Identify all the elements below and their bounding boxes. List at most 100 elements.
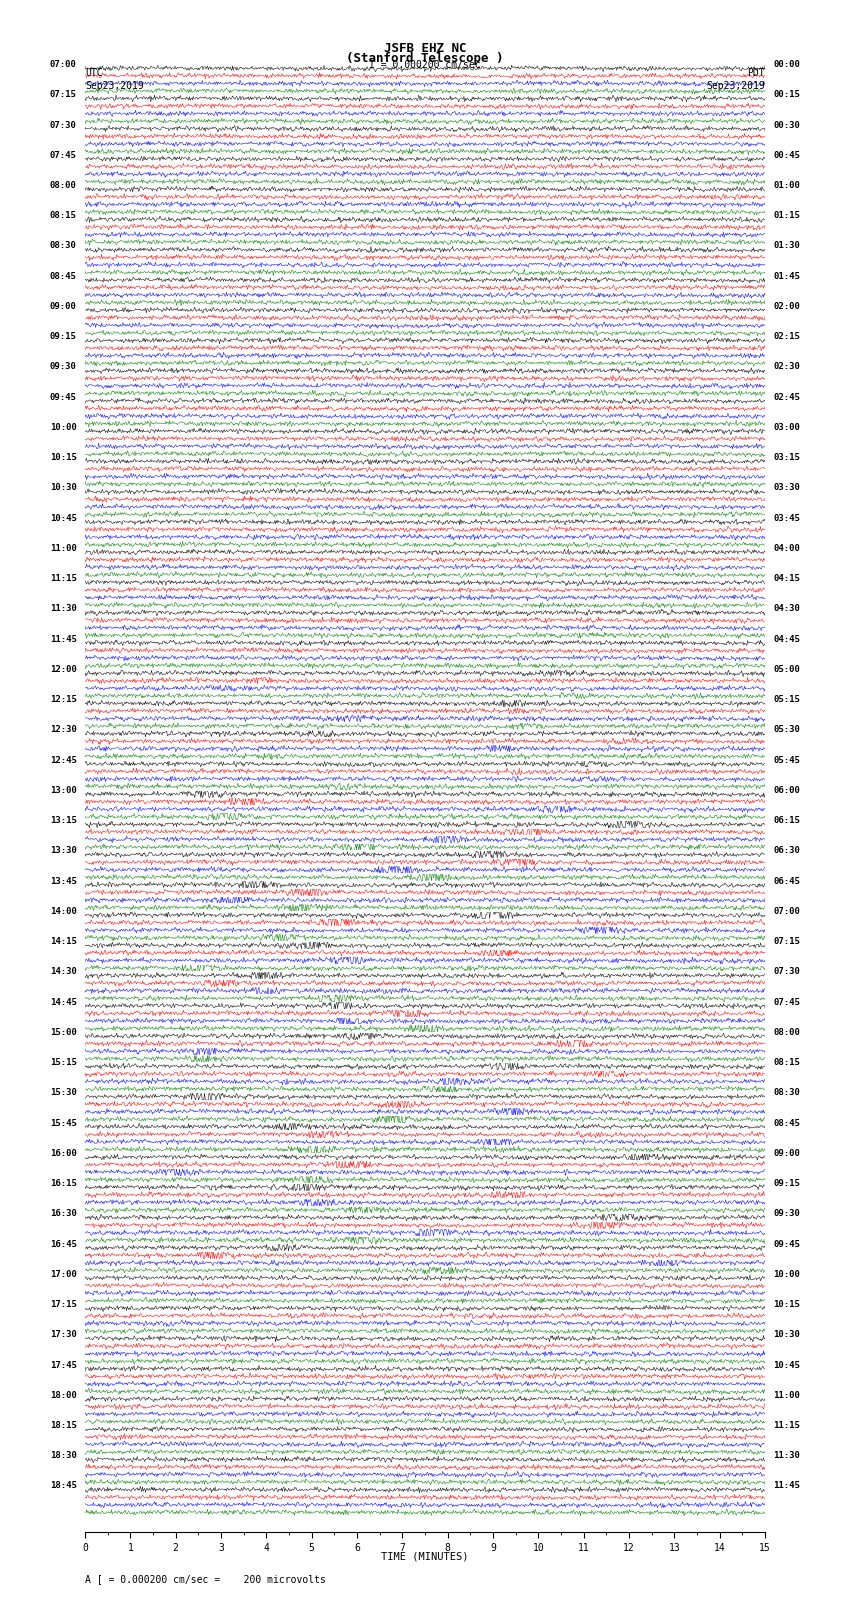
Text: 18:00: 18:00 xyxy=(49,1390,76,1400)
Text: 13:30: 13:30 xyxy=(49,847,76,855)
Text: 09:30: 09:30 xyxy=(49,363,76,371)
Text: 03:15: 03:15 xyxy=(774,453,801,463)
Text: 10:45: 10:45 xyxy=(774,1360,801,1369)
Text: 12:00: 12:00 xyxy=(49,665,76,674)
Text: 09:45: 09:45 xyxy=(49,392,76,402)
Text: 14:00: 14:00 xyxy=(49,907,76,916)
Text: 01:00: 01:00 xyxy=(774,181,801,190)
Text: 11:15: 11:15 xyxy=(49,574,76,584)
Text: 11:45: 11:45 xyxy=(49,634,76,644)
Text: 14:30: 14:30 xyxy=(49,968,76,976)
Text: 02:15: 02:15 xyxy=(774,332,801,342)
Text: 11:00: 11:00 xyxy=(49,544,76,553)
Text: 02:00: 02:00 xyxy=(774,302,801,311)
Text: 08:45: 08:45 xyxy=(774,1118,801,1127)
Text: 17:00: 17:00 xyxy=(49,1269,76,1279)
Text: 17:15: 17:15 xyxy=(49,1300,76,1310)
Text: 14:45: 14:45 xyxy=(49,997,76,1007)
Text: 15:00: 15:00 xyxy=(49,1027,76,1037)
Text: 07:00: 07:00 xyxy=(774,907,801,916)
Text: UTC
Sep23,2019: UTC Sep23,2019 xyxy=(85,68,144,90)
Text: 07:00: 07:00 xyxy=(49,60,76,69)
Text: 01:15: 01:15 xyxy=(774,211,801,221)
Text: 09:00: 09:00 xyxy=(774,1148,801,1158)
Text: 10:30: 10:30 xyxy=(774,1331,801,1339)
Text: 00:15: 00:15 xyxy=(774,90,801,100)
Text: 09:30: 09:30 xyxy=(774,1210,801,1218)
Text: 00:45: 00:45 xyxy=(774,150,801,160)
Text: 03:00: 03:00 xyxy=(774,423,801,432)
Text: I = 0.000200 cm/sec: I = 0.000200 cm/sec xyxy=(369,60,481,69)
Text: 08:30: 08:30 xyxy=(774,1089,801,1097)
Text: 05:15: 05:15 xyxy=(774,695,801,705)
Text: 16:00: 16:00 xyxy=(49,1148,76,1158)
Text: 13:00: 13:00 xyxy=(49,786,76,795)
Text: 16:30: 16:30 xyxy=(49,1210,76,1218)
Text: 17:30: 17:30 xyxy=(49,1331,76,1339)
Text: 09:15: 09:15 xyxy=(49,332,76,342)
Text: 08:00: 08:00 xyxy=(774,1027,801,1037)
Text: 09:45: 09:45 xyxy=(774,1239,801,1248)
Text: 06:45: 06:45 xyxy=(774,876,801,886)
Text: 16:45: 16:45 xyxy=(49,1239,76,1248)
Text: 11:00: 11:00 xyxy=(774,1390,801,1400)
Text: 08:00: 08:00 xyxy=(49,181,76,190)
Text: 04:15: 04:15 xyxy=(774,574,801,584)
Text: 01:45: 01:45 xyxy=(774,271,801,281)
Text: 10:00: 10:00 xyxy=(774,1269,801,1279)
Text: 18:45: 18:45 xyxy=(49,1481,76,1490)
Text: 18:30: 18:30 xyxy=(49,1452,76,1460)
Text: 11:15: 11:15 xyxy=(774,1421,801,1431)
Text: 09:00: 09:00 xyxy=(49,302,76,311)
Text: A [ = 0.000200 cm/sec =    200 microvolts: A [ = 0.000200 cm/sec = 200 microvolts xyxy=(85,1574,326,1584)
Text: 03:30: 03:30 xyxy=(774,484,801,492)
Text: 12:30: 12:30 xyxy=(49,726,76,734)
Text: JSFB EHZ NC: JSFB EHZ NC xyxy=(383,42,467,55)
Text: 11:45: 11:45 xyxy=(774,1481,801,1490)
Text: 10:15: 10:15 xyxy=(774,1300,801,1310)
Text: 15:45: 15:45 xyxy=(49,1118,76,1127)
Text: (Stanford Telescope ): (Stanford Telescope ) xyxy=(346,52,504,65)
Text: 08:15: 08:15 xyxy=(49,211,76,221)
Text: 07:15: 07:15 xyxy=(49,90,76,100)
Text: 17:45: 17:45 xyxy=(49,1360,76,1369)
Text: 05:00: 05:00 xyxy=(774,665,801,674)
Text: 05:30: 05:30 xyxy=(774,726,801,734)
Text: 07:45: 07:45 xyxy=(49,150,76,160)
Text: 04:30: 04:30 xyxy=(774,605,801,613)
Text: 03:45: 03:45 xyxy=(774,513,801,523)
Text: 08:30: 08:30 xyxy=(49,242,76,250)
Text: 10:45: 10:45 xyxy=(49,513,76,523)
Text: 13:45: 13:45 xyxy=(49,876,76,886)
Text: 06:15: 06:15 xyxy=(774,816,801,826)
Text: 18:15: 18:15 xyxy=(49,1421,76,1431)
Text: 13:15: 13:15 xyxy=(49,816,76,826)
Text: 15:15: 15:15 xyxy=(49,1058,76,1068)
Text: 04:00: 04:00 xyxy=(774,544,801,553)
Text: 02:30: 02:30 xyxy=(774,363,801,371)
Text: 02:45: 02:45 xyxy=(774,392,801,402)
Text: 01:30: 01:30 xyxy=(774,242,801,250)
Text: 11:30: 11:30 xyxy=(49,605,76,613)
Text: 15:30: 15:30 xyxy=(49,1089,76,1097)
Text: 08:15: 08:15 xyxy=(774,1058,801,1068)
Text: 14:15: 14:15 xyxy=(49,937,76,947)
Text: 10:30: 10:30 xyxy=(49,484,76,492)
Text: 12:45: 12:45 xyxy=(49,755,76,765)
Text: PDT
Sep23,2019: PDT Sep23,2019 xyxy=(706,68,765,90)
Text: 06:30: 06:30 xyxy=(774,847,801,855)
Text: TIME (MINUTES): TIME (MINUTES) xyxy=(382,1552,468,1561)
Text: 00:30: 00:30 xyxy=(774,121,801,129)
Text: 05:45: 05:45 xyxy=(774,755,801,765)
Text: 06:00: 06:00 xyxy=(774,786,801,795)
Text: 07:15: 07:15 xyxy=(774,937,801,947)
Text: 09:15: 09:15 xyxy=(774,1179,801,1189)
Text: 16:15: 16:15 xyxy=(49,1179,76,1189)
Text: 04:45: 04:45 xyxy=(774,634,801,644)
Text: 10:15: 10:15 xyxy=(49,453,76,463)
Text: 11:30: 11:30 xyxy=(774,1452,801,1460)
Text: 10:00: 10:00 xyxy=(49,423,76,432)
Text: 12:15: 12:15 xyxy=(49,695,76,705)
Text: 00:00: 00:00 xyxy=(774,60,801,69)
Text: 07:45: 07:45 xyxy=(774,997,801,1007)
